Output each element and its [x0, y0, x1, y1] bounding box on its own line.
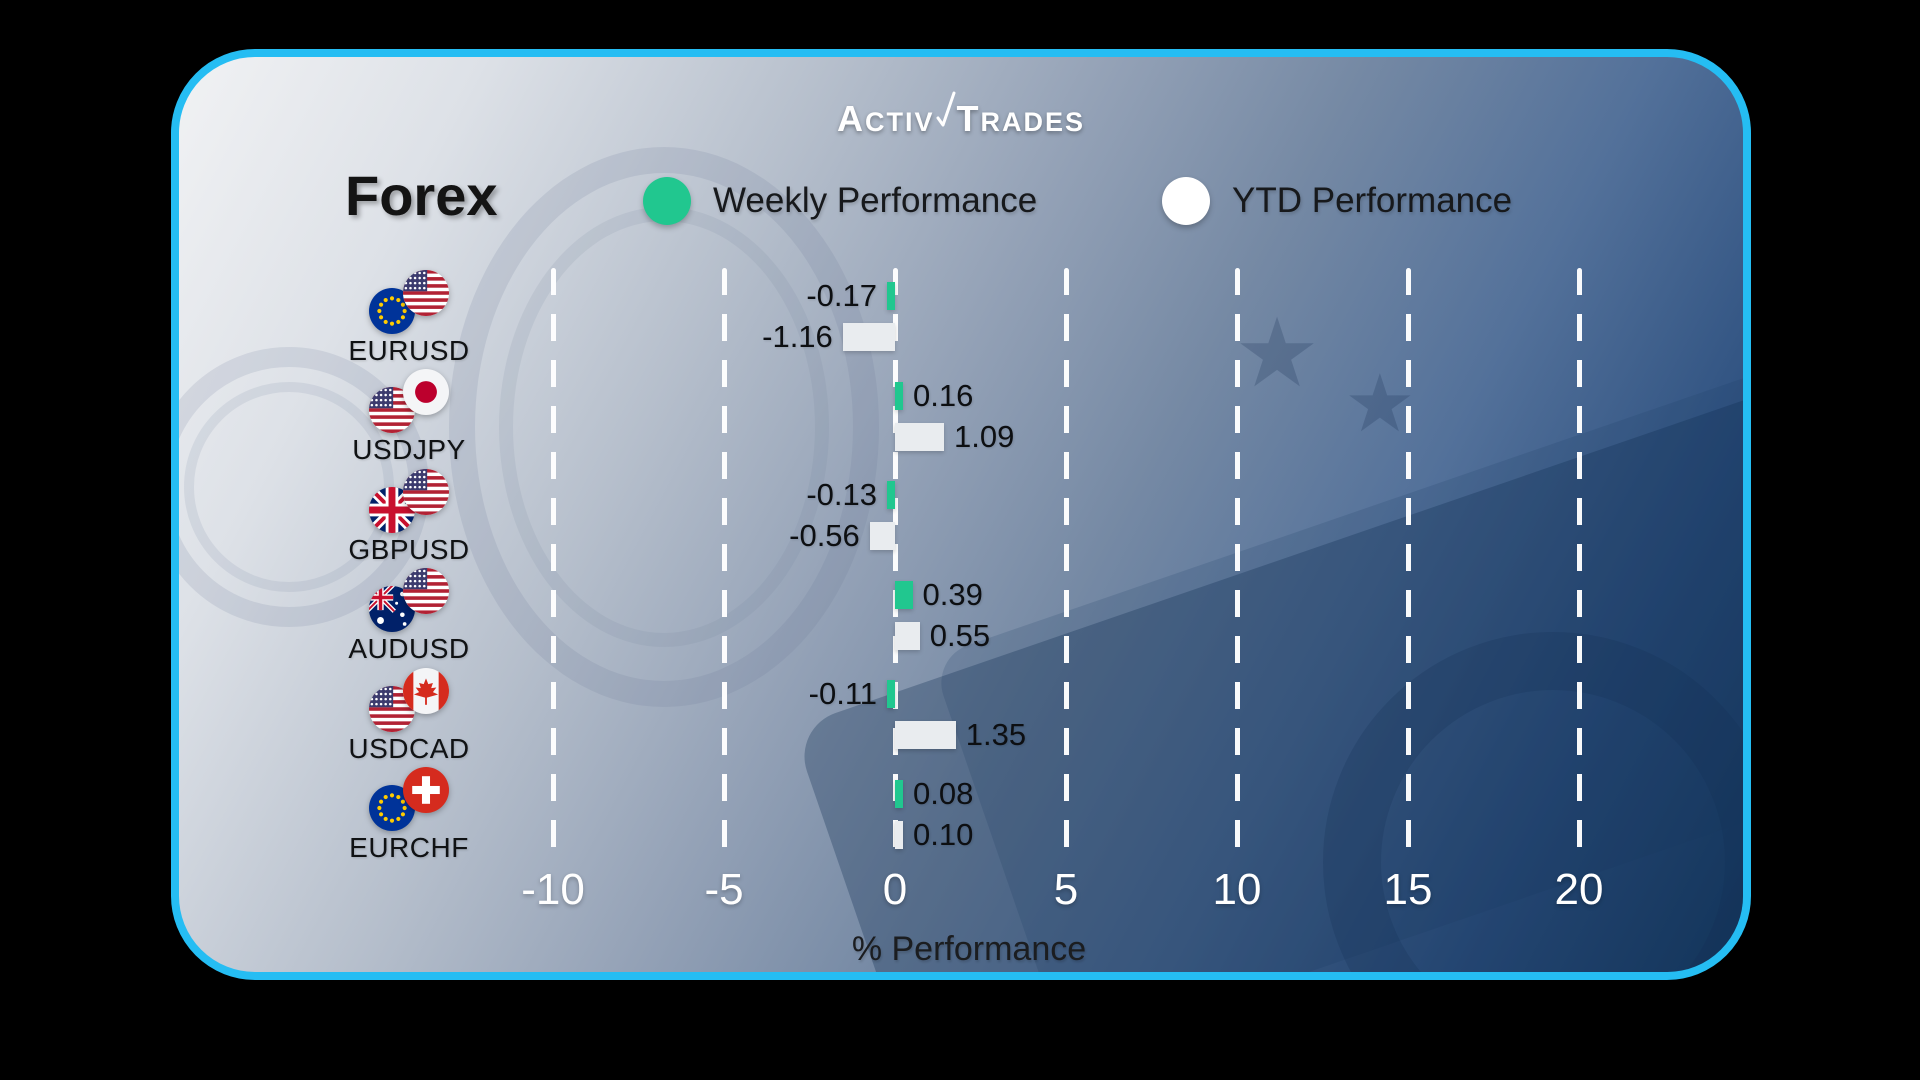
flag-pair — [369, 767, 449, 831]
ytd-legend-dot-icon — [1162, 177, 1210, 225]
pair-ticker: EURCHF — [349, 832, 469, 863]
weekly-value-label: 0.08 — [913, 775, 974, 811]
au-flag-icon — [369, 586, 415, 632]
flag-pair — [369, 468, 449, 533]
weekly-value-label: 0.16 — [913, 377, 974, 413]
weekly-legend-dot-icon — [643, 177, 691, 225]
weekly-bar — [895, 779, 903, 808]
pair-row: GBPUSD -0.13 -0.56 — [179, 467, 1743, 567]
us-flag-icon — [403, 468, 449, 515]
gridline — [1405, 268, 1411, 865]
x-axis-title: % Performance — [851, 930, 1087, 968]
pair-ticker: USDCAD — [348, 732, 470, 764]
ytd-value-label: 1.35 — [965, 717, 1027, 752]
us-flag-icon — [403, 269, 449, 316]
flag-pair — [369, 568, 449, 632]
ytd-bar — [895, 621, 920, 650]
flag-pair — [369, 369, 449, 433]
pair-ticker: EURUSD — [348, 334, 470, 366]
pair-ticker: AUDUSD — [348, 633, 470, 664]
pair-label: AUDUSD — [329, 567, 489, 667]
ytd-bar — [842, 323, 895, 351]
logo-text: RADES — [980, 107, 1086, 137]
ytd-bar — [895, 721, 956, 749]
legend-item-ytd: YTD Performance — [1162, 177, 1512, 225]
us-flag-icon — [369, 387, 415, 433]
pair-row: USDCAD -0.11 1.35 — [179, 666, 1743, 766]
logo-text: T — [956, 98, 981, 139]
pair-label: USDCAD — [329, 666, 489, 766]
pair-label: GBPUSD — [329, 467, 489, 567]
pair-row: EURCHF 0.08 0.10 — [179, 766, 1743, 866]
weekly-value-label: -0.11 — [808, 676, 877, 711]
pair-label: USDJPY — [329, 368, 489, 468]
gridline — [721, 268, 727, 865]
pair-row: USDJPY 0.16 1.09 — [179, 368, 1743, 468]
forex-performance-card: ★ ★ A CTIV T RADES Forex Weekly Performance… — [171, 49, 1751, 980]
legend-label-ytd: YTD Performance — [1232, 181, 1513, 220]
legend-item-weekly: Weekly Performance — [643, 177, 1037, 225]
ytd-value-label: 1.09 — [954, 418, 1015, 454]
page-title: Forex — [345, 164, 498, 227]
ytd-value-label: -0.56 — [789, 518, 860, 553]
ytd-bar — [895, 820, 903, 849]
weekly-bar — [887, 481, 895, 509]
flag-pair — [369, 269, 449, 334]
ytd-bar — [869, 522, 895, 550]
gridline — [1063, 268, 1069, 865]
x-tick-label: 20 — [1554, 865, 1604, 914]
logo-text: CTIV — [864, 107, 935, 137]
legend-label-weekly: Weekly Performance — [713, 181, 1038, 220]
logo-checkmark-icon — [936, 91, 956, 131]
weekly-value-label: -0.13 — [806, 477, 877, 512]
x-tick-label: 10 — [1212, 865, 1262, 914]
weekly-bar — [895, 580, 913, 609]
gridline — [892, 268, 898, 865]
weekly-value-label: 0.39 — [922, 576, 983, 612]
ca-flag-icon — [403, 667, 449, 714]
ch-flag-icon — [403, 767, 449, 813]
pair-row: AUDUSD 0.39 0.55 — [179, 567, 1743, 667]
weekly-bar — [887, 680, 895, 708]
jp-flag-icon — [403, 369, 449, 415]
ytd-bar — [895, 422, 945, 451]
pair-label: EURCHF — [329, 766, 489, 866]
gridline — [1576, 268, 1582, 865]
ytd-value-label: 0.10 — [913, 816, 974, 852]
forex-bar-chart: EURUSD -0.17 -1.16 USDJPY 0.16 1.09 — [179, 57, 1743, 972]
weekly-bar — [895, 381, 903, 410]
pair-label: EURUSD — [329, 268, 489, 368]
pair-ticker: USDJPY — [352, 434, 466, 465]
pair-ticker: GBPUSD — [348, 533, 470, 565]
flag-pair — [369, 667, 449, 732]
x-tick-label: 15 — [1383, 865, 1433, 914]
x-tick-label: 0 — [882, 865, 908, 914]
x-tick-label: -5 — [704, 865, 744, 914]
ytd-value-label: 0.55 — [929, 617, 991, 653]
x-tick-label: 5 — [1053, 865, 1079, 914]
x-tick-label: -10 — [521, 865, 585, 914]
gridline — [1234, 268, 1240, 865]
ytd-value-label: -1.16 — [762, 319, 833, 354]
weekly-bar — [887, 282, 895, 310]
weekly-value-label: -0.17 — [806, 278, 877, 313]
gridline — [550, 268, 556, 865]
logo-text: A — [836, 98, 865, 139]
activtrades-logo: A CTIV T RADES — [179, 91, 1743, 140]
us-flag-icon — [403, 568, 449, 614]
pair-row: EURUSD -0.17 -1.16 — [179, 268, 1743, 368]
